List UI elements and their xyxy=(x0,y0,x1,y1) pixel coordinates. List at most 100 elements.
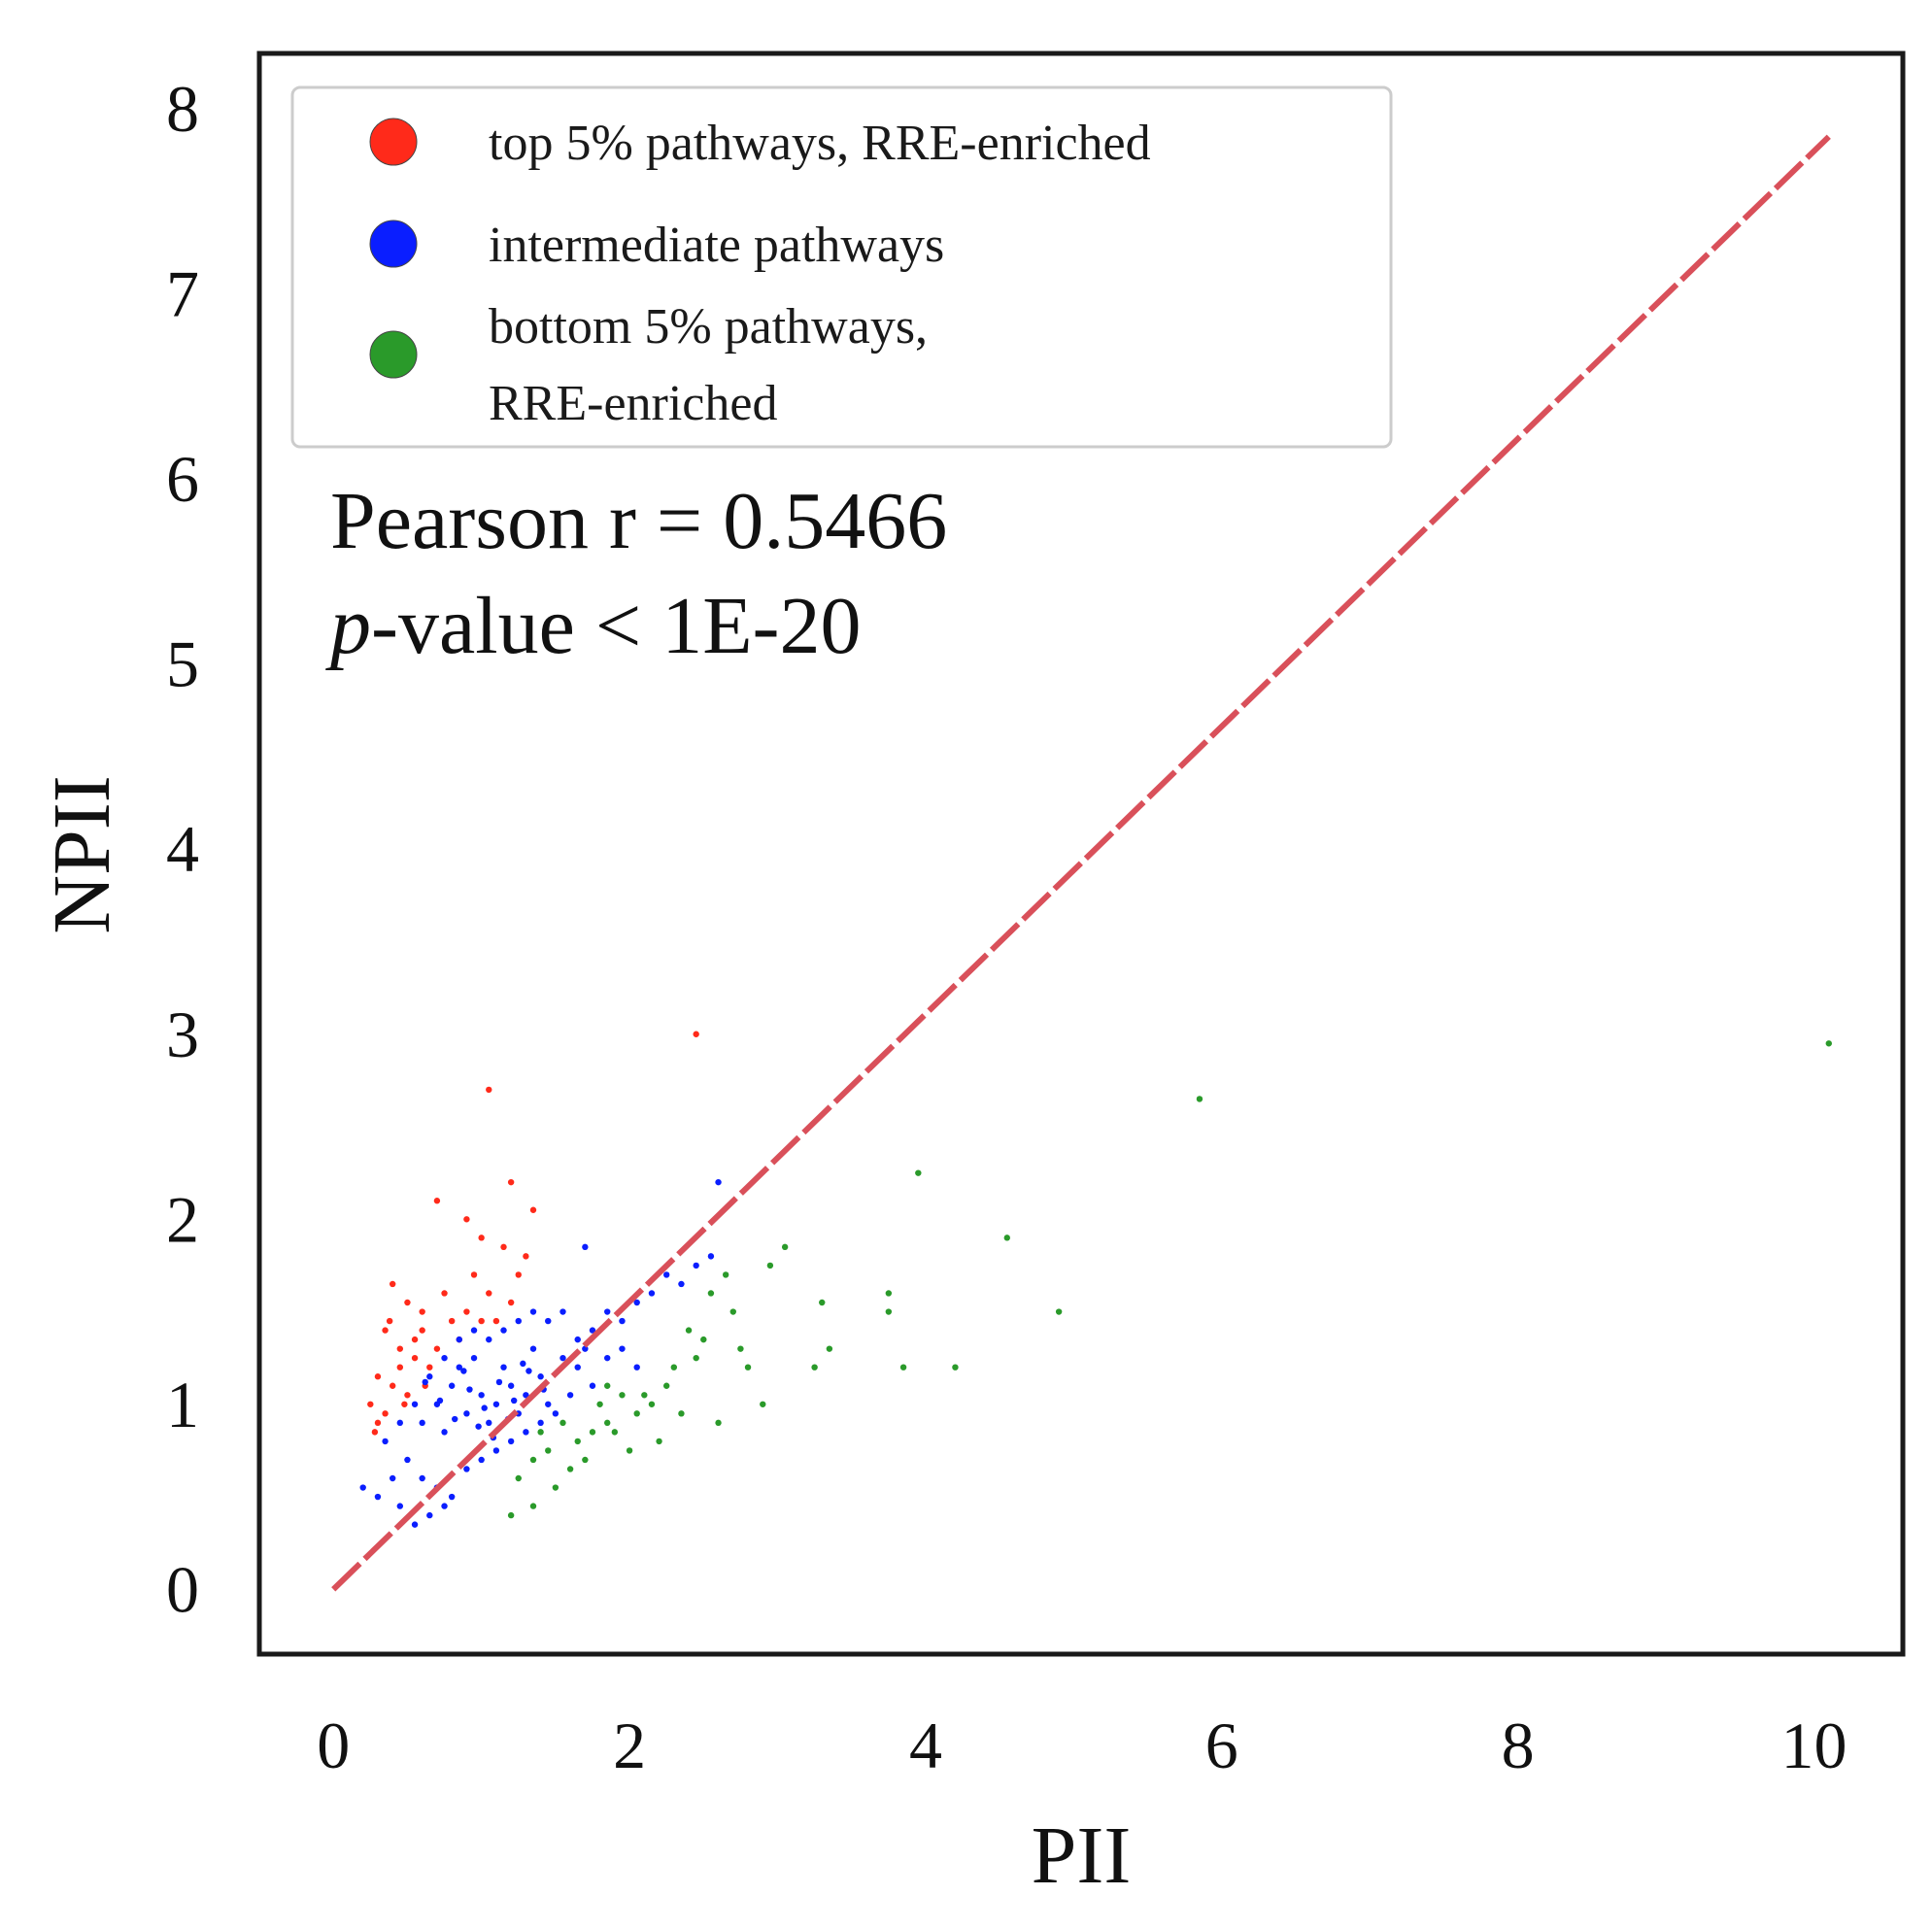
point-bottom-31 xyxy=(529,1456,537,1464)
point-bottom-29 xyxy=(559,1419,566,1427)
x-tick-label-6: 6 xyxy=(1205,1709,1238,1782)
point-top-20 xyxy=(389,1382,396,1389)
point-top-3 xyxy=(433,1198,441,1204)
point-bottom-20 xyxy=(715,1419,722,1427)
point-bottom-21 xyxy=(760,1401,766,1407)
point-top-39 xyxy=(515,1271,522,1278)
point-intermediate-42 xyxy=(500,1327,507,1334)
point-intermediate-27 xyxy=(707,1253,715,1260)
point-bottom-26 xyxy=(604,1382,611,1389)
point-top-12 xyxy=(441,1290,448,1297)
point-intermediate-29 xyxy=(715,1178,722,1186)
legend-label-bottom-line2: RRE-enriched xyxy=(489,376,777,431)
point-top-23 xyxy=(382,1410,389,1417)
point-top-34 xyxy=(478,1317,485,1325)
point-bottom-39 xyxy=(678,1410,685,1417)
point-intermediate-47 xyxy=(574,1364,581,1371)
point-bottom-46 xyxy=(685,1327,693,1334)
x-tick-label-0: 0 xyxy=(317,1709,350,1782)
point-intermediate-2 xyxy=(448,1382,456,1389)
point-top-15 xyxy=(507,1299,515,1306)
point-top-17 xyxy=(396,1345,404,1352)
point-intermediate-33 xyxy=(359,1484,366,1491)
point-intermediate-52 xyxy=(419,1474,425,1482)
point-intermediate-34 xyxy=(382,1438,389,1445)
point-top-32 xyxy=(426,1364,433,1371)
point-bottom-37 xyxy=(611,1429,619,1436)
point-intermediate-28 xyxy=(582,1243,589,1251)
point-bottom-1 xyxy=(1196,1096,1203,1102)
y-tick-labels: 0 1 2 3 4 5 6 7 8 xyxy=(166,72,199,1626)
y-tick-label-3: 3 xyxy=(166,998,199,1071)
point-top-28 xyxy=(492,1317,500,1325)
point-top-22 xyxy=(367,1401,374,1407)
point-intermediate-50 xyxy=(619,1345,626,1352)
point-intermediate-38 xyxy=(441,1354,448,1362)
point-intermediate-70 xyxy=(495,1378,503,1386)
point-bottom-41 xyxy=(641,1392,648,1399)
point-intermediate-35 xyxy=(396,1419,404,1427)
point-intermediate-31 xyxy=(389,1474,396,1482)
point-top-37 xyxy=(401,1401,408,1407)
point-intermediate-11 xyxy=(470,1354,478,1362)
point-bottom-6 xyxy=(819,1299,826,1306)
point-intermediate-0 xyxy=(419,1419,425,1427)
point-bottom-35 xyxy=(552,1484,559,1491)
legend-box xyxy=(290,85,1393,449)
point-bottom-17 xyxy=(744,1364,752,1371)
point-intermediate-72 xyxy=(452,1415,458,1423)
point-bottom-2 xyxy=(915,1169,922,1176)
point-top-29 xyxy=(396,1364,404,1371)
point-intermediate-41 xyxy=(486,1336,492,1343)
pearson-annotation: Pearson r = 0.5466 xyxy=(330,476,947,566)
y-tick-label-7: 7 xyxy=(166,257,199,331)
point-intermediate-66 xyxy=(566,1392,574,1399)
point-intermediate-43 xyxy=(515,1317,522,1325)
point-bottom-42 xyxy=(670,1364,678,1371)
point-intermediate-51 xyxy=(633,1364,640,1371)
point-top-36 xyxy=(386,1317,393,1325)
point-intermediate-64 xyxy=(411,1521,419,1528)
point-intermediate-37 xyxy=(426,1373,433,1380)
point-top-1 xyxy=(486,1086,492,1094)
point-intermediate-81 xyxy=(520,1360,526,1368)
point-bottom-38 xyxy=(656,1438,662,1445)
point-top-14 xyxy=(486,1290,492,1297)
point-top-13 xyxy=(470,1271,478,1278)
point-bottom-28 xyxy=(574,1438,581,1445)
y-axis-title: NPII xyxy=(37,775,127,933)
point-bottom-12 xyxy=(899,1364,907,1371)
point-bottom-48 xyxy=(604,1419,611,1427)
point-bottom-19 xyxy=(693,1354,699,1362)
point-intermediate-44 xyxy=(529,1308,537,1315)
point-intermediate-18 xyxy=(574,1336,581,1343)
point-intermediate-78 xyxy=(475,1423,482,1430)
point-bottom-3 xyxy=(1003,1235,1010,1241)
identity-reference-line xyxy=(331,134,1831,1592)
point-bottom-43 xyxy=(566,1466,574,1472)
point-bottom-47 xyxy=(707,1290,715,1297)
point-intermediate-32 xyxy=(374,1493,382,1501)
point-bottom-11 xyxy=(811,1364,818,1371)
point-top-26 xyxy=(448,1317,456,1325)
point-intermediate-24 xyxy=(662,1271,670,1278)
point-intermediate-62 xyxy=(426,1511,433,1519)
point-intermediate-59 xyxy=(523,1429,529,1436)
point-top-18 xyxy=(411,1354,419,1362)
x-tick-label-4: 4 xyxy=(909,1709,942,1782)
point-intermediate-71 xyxy=(510,1397,518,1404)
point-intermediate-8 xyxy=(537,1373,544,1380)
point-intermediate-9 xyxy=(441,1429,448,1436)
point-bottom-30 xyxy=(545,1447,552,1454)
point-intermediate-26 xyxy=(693,1262,699,1269)
point-intermediate-45 xyxy=(545,1317,552,1325)
point-bottom-14 xyxy=(722,1271,729,1278)
point-intermediate-39 xyxy=(456,1336,462,1343)
point-intermediate-74 xyxy=(525,1368,532,1374)
legend-label-intermediate: intermediate pathways xyxy=(489,218,944,273)
point-bottom-33 xyxy=(529,1503,537,1509)
point-intermediate-7 xyxy=(523,1392,529,1399)
point-top-24 xyxy=(419,1327,425,1334)
point-intermediate-12 xyxy=(486,1419,492,1427)
point-intermediate-56 xyxy=(478,1456,485,1464)
